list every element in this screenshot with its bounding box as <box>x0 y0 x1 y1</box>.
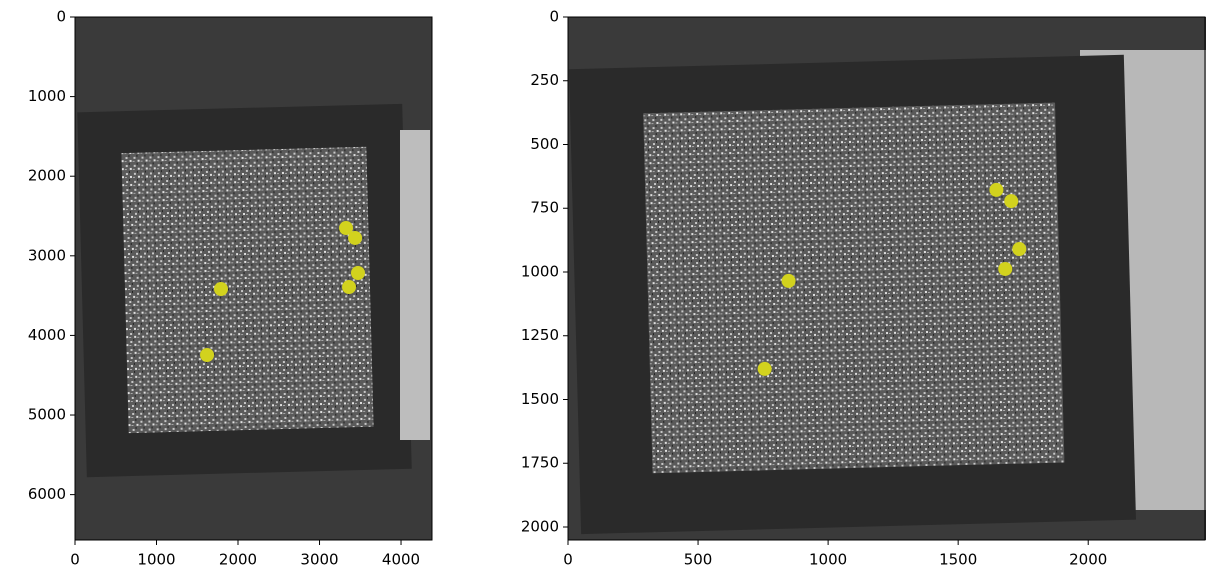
point <box>989 182 1004 197</box>
y-tick-label: 1750 <box>521 454 559 472</box>
point <box>1012 242 1027 257</box>
x-tick-label: 4000 <box>382 551 420 569</box>
y-tick-label: 5000 <box>28 406 66 424</box>
axes-frame <box>567 16 1206 541</box>
y-tick-label: 0 <box>549 8 559 26</box>
y-tick-label: 1000 <box>521 262 559 280</box>
point <box>348 230 363 245</box>
y-tick-label: 1500 <box>521 390 559 408</box>
y-tick-label: 500 <box>530 135 559 153</box>
x-tick-label: 2000 <box>1069 551 1107 569</box>
y-tick-label: 250 <box>530 71 559 89</box>
y-tick-label: 2000 <box>28 167 66 185</box>
x-tick-label: 1000 <box>137 551 175 569</box>
x-tick-label: 0 <box>70 551 80 569</box>
background-image <box>568 17 1206 540</box>
x-tick-label: 1500 <box>939 551 977 569</box>
x-tick-label: 500 <box>684 551 713 569</box>
x-tick-label: 3000 <box>300 551 338 569</box>
y-tick-label: 4000 <box>28 326 66 344</box>
y-tick-label: 1250 <box>521 326 559 344</box>
point <box>213 282 228 297</box>
y-tick-label: 3000 <box>28 246 66 264</box>
y-tick-label: 1000 <box>28 87 66 105</box>
point <box>339 221 354 236</box>
point <box>781 273 796 288</box>
x-tick-label: 2000 <box>219 551 257 569</box>
x-tick-label: 1000 <box>809 551 847 569</box>
y-tick-label: 0 <box>56 8 66 26</box>
point <box>350 266 365 281</box>
y-tick-label: 750 <box>530 199 559 217</box>
x-tick-label: 0 <box>563 551 573 569</box>
point <box>342 280 357 295</box>
point <box>1004 194 1019 209</box>
axes-frame <box>74 16 433 541</box>
background-image <box>75 17 432 540</box>
y-tick-label: 6000 <box>28 485 66 503</box>
point <box>200 347 215 362</box>
point <box>757 361 772 376</box>
point <box>998 261 1013 276</box>
y-tick-label: 2000 <box>521 517 559 535</box>
